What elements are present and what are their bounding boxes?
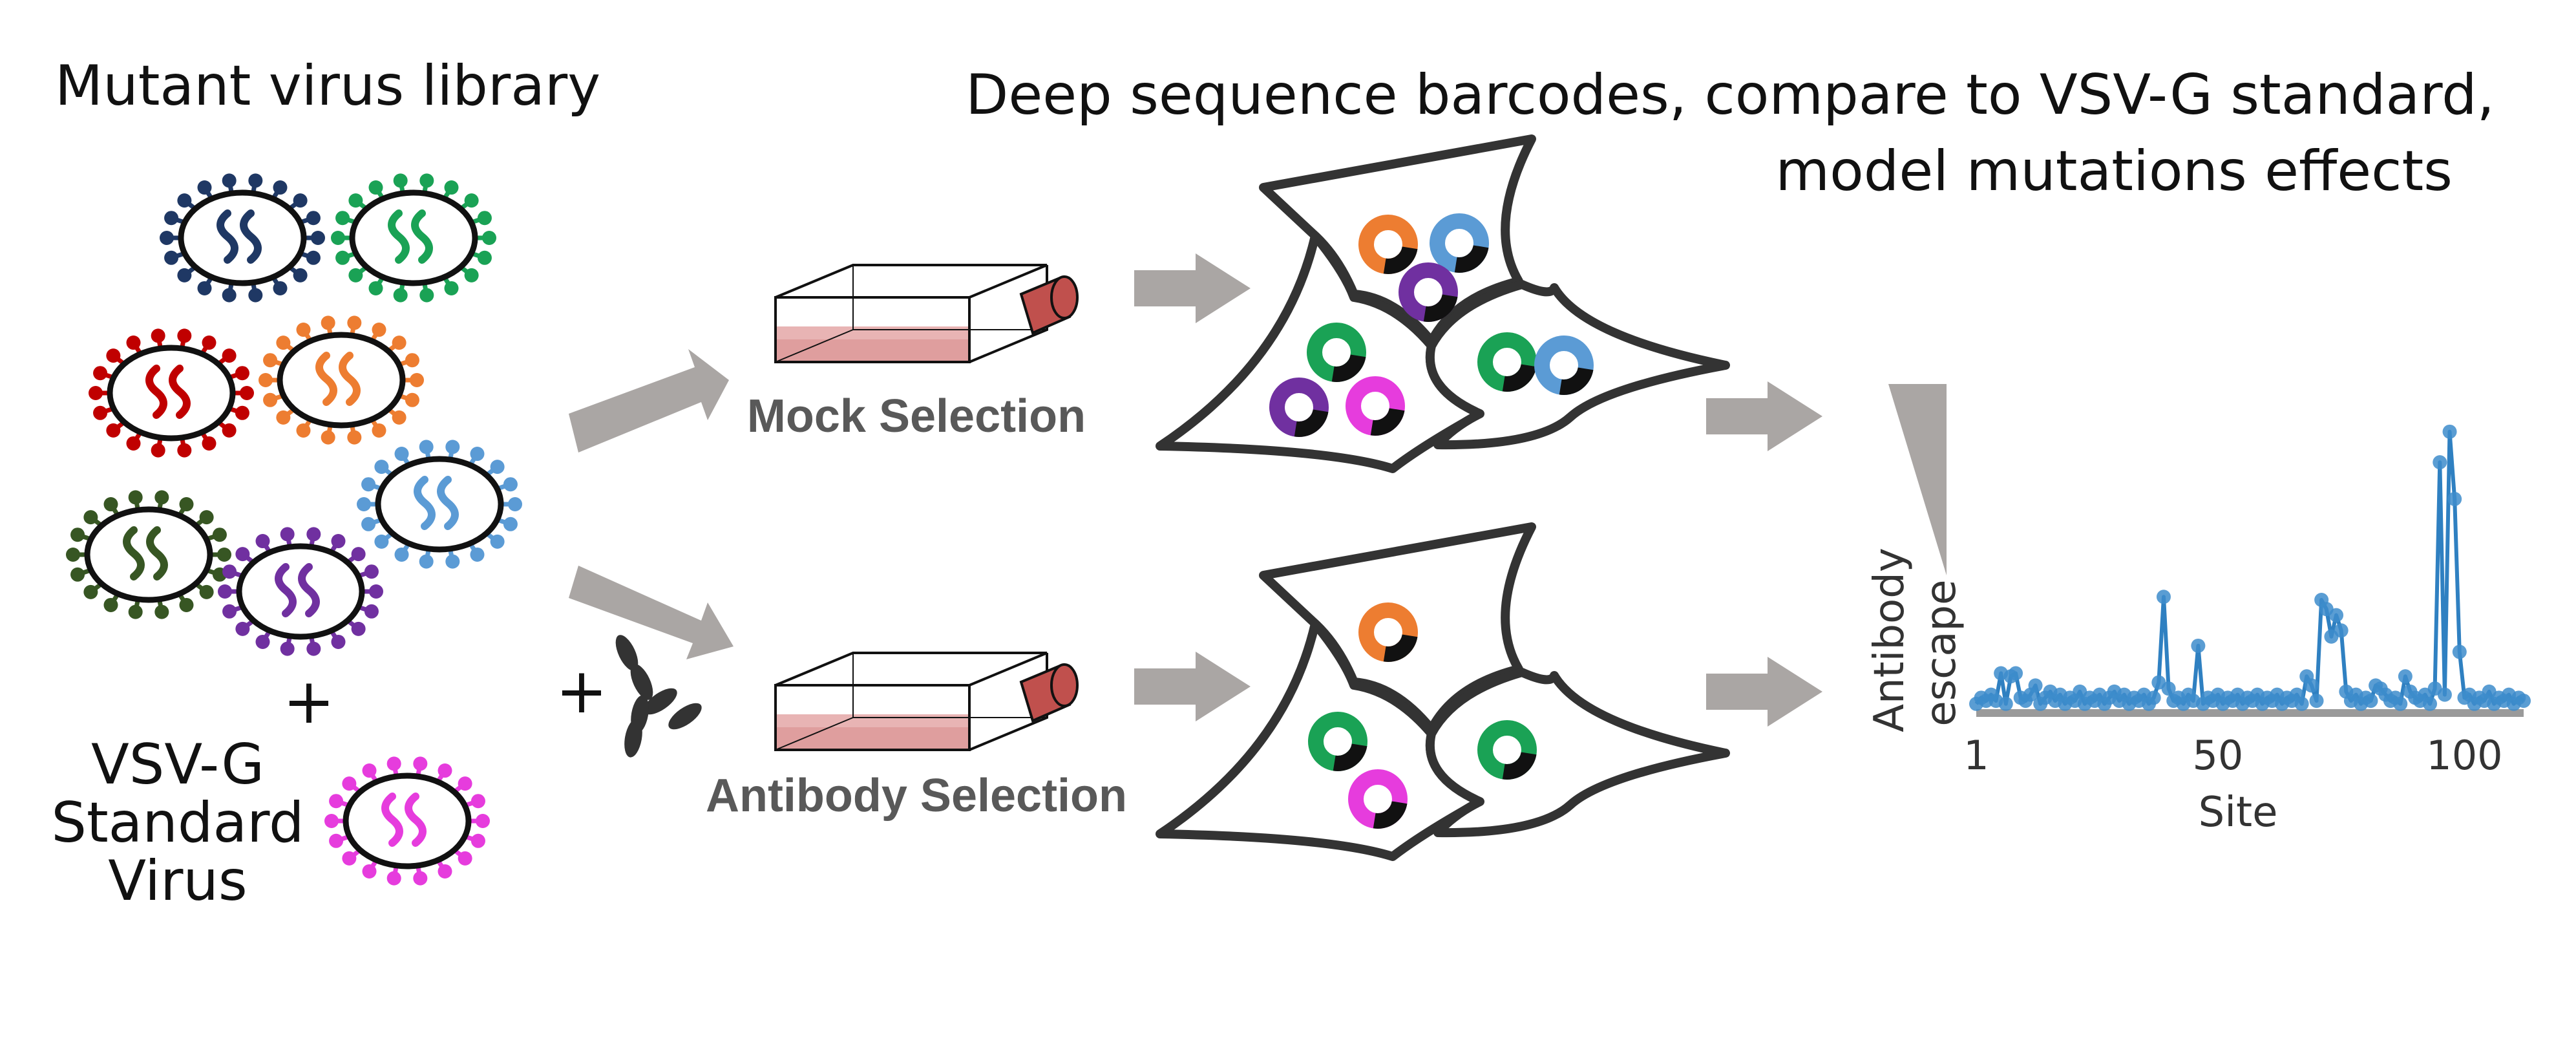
standard-plus-sign: + [283, 665, 335, 738]
organelle-purple [1399, 262, 1458, 322]
escape-plot [1969, 424, 2531, 717]
x-tick-label: 1 [1963, 732, 1989, 779]
data-point [2146, 690, 2161, 705]
deep-seq-title-line2: model mutations effects [1775, 139, 2453, 204]
standard-label-line2: Standard [51, 791, 304, 855]
data-point [2393, 696, 2408, 711]
virus-green [331, 173, 496, 303]
data-point [1998, 696, 2013, 711]
x-tick-labels: 1 50 100 [1963, 732, 2502, 779]
organelle-green [1477, 332, 1537, 392]
chart-ylabel-line1: Antibody [1866, 548, 1914, 732]
data-point [2156, 590, 2171, 604]
organelle-green [1477, 720, 1537, 780]
data-point [2363, 694, 2378, 708]
mock-flask [774, 264, 1079, 363]
virus-orange [259, 315, 424, 445]
data-point [2398, 669, 2412, 684]
antibody-cell-cluster [1156, 522, 1730, 861]
data-point [2028, 678, 2043, 693]
baseline-band [1976, 709, 2524, 717]
data-point [2191, 638, 2206, 653]
standard-virus [324, 756, 490, 886]
virus-darkgreen [66, 490, 231, 619]
antibody-cell-right [1425, 668, 1730, 838]
organelle-green [1308, 712, 1367, 771]
standard-label-line3: Virus [108, 849, 248, 913]
arrow-to-antibody [569, 566, 734, 659]
mock-selection-label: Mock Selection [747, 390, 1086, 442]
library-title: Mutant virus library [55, 54, 600, 118]
organelle-orange [1358, 602, 1418, 662]
escape-line [1974, 429, 2525, 706]
organelle-pink [1348, 769, 1408, 829]
virus-purple [218, 527, 383, 656]
antibody-flask [774, 652, 1079, 751]
data-point [2447, 491, 2462, 506]
organelle-pink [1346, 376, 1405, 436]
data-point [2161, 681, 2176, 696]
data-point [2433, 455, 2447, 470]
arrow-mock-to-plot [1706, 381, 1822, 451]
deep-seq-title-line1: Deep sequence barcodes, compare to VSV-G… [966, 63, 2495, 127]
data-point [2309, 694, 2324, 708]
data-point [2517, 694, 2531, 708]
antibody-plus-sign: + [556, 655, 607, 727]
organelle-blue [1430, 213, 1489, 273]
x-tick-label: 50 [2192, 732, 2243, 779]
standard-label-line1: VSV-G [91, 732, 264, 797]
chart-ylabel-line2: escape [1917, 579, 1965, 726]
organelle-purple [1269, 378, 1329, 437]
mock-cell-right [1425, 280, 1730, 450]
data-point [2334, 623, 2349, 638]
data-point [2452, 645, 2467, 659]
arrow-to-mock [569, 349, 729, 453]
mock-organelles [1269, 213, 1594, 437]
data-point [2442, 424, 2457, 439]
antibody-icon [615, 635, 702, 758]
data-point [2009, 666, 2023, 681]
virus-blue [357, 440, 522, 569]
data-point [2329, 608, 2344, 623]
antibody-organelles [1308, 602, 1537, 829]
escape-wedge [1888, 384, 1947, 575]
organelle-orange [1358, 215, 1418, 274]
x-tick-label: 100 [2426, 732, 2502, 779]
virus-red [89, 328, 254, 458]
antibody-selection-label: Antibody Selection [706, 770, 1127, 822]
chart-xlabel: Site [2199, 789, 2278, 836]
data-point [2423, 696, 2438, 711]
arrow-mock-to-cells [1134, 253, 1251, 323]
data-point [2294, 696, 2309, 711]
organelle-blue [1534, 336, 1594, 395]
virus-navy [160, 173, 325, 303]
data-point [2437, 687, 2452, 702]
virus-library [66, 173, 522, 886]
data-point [2304, 678, 2319, 693]
arrow-antibody-to-plot [1706, 657, 1822, 727]
organelle-green [1307, 323, 1366, 382]
arrow-antibody-to-cells [1134, 652, 1251, 721]
